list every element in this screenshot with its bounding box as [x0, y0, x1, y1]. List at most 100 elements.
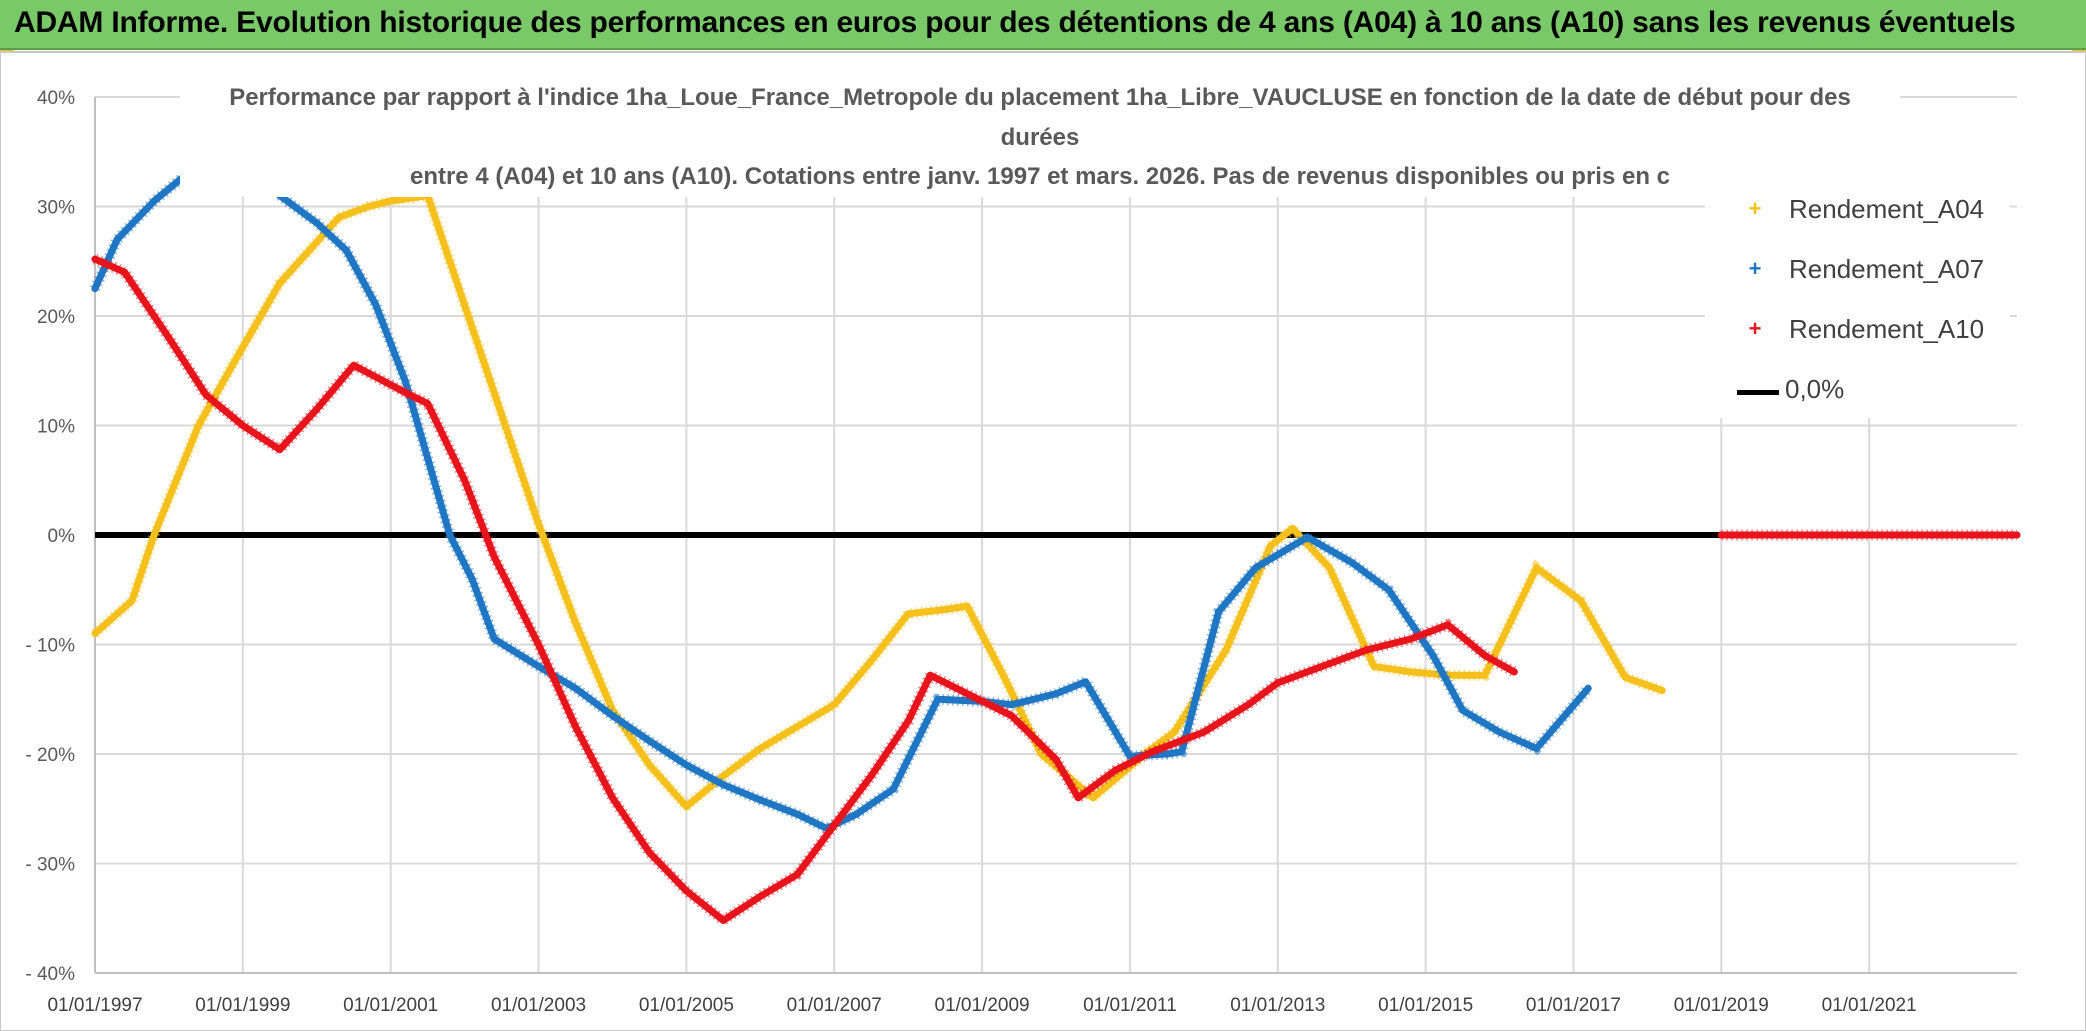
data-point [365, 203, 372, 210]
data-point [490, 635, 498, 643]
data-point [165, 334, 173, 342]
report-title: ADAM Informe. Evolution historique des p… [14, 6, 2016, 39]
data-point [1621, 673, 1629, 681]
data-point [1163, 750, 1171, 758]
data-point [793, 723, 801, 731]
data-point [1111, 766, 1119, 774]
x-tick-label: 01/01/2005 [639, 995, 734, 1016]
data-point [91, 285, 99, 293]
legend-item-a10: + Rendement_A10 [1705, 310, 2005, 350]
series-markers-rendement_a04 [91, 189, 1665, 815]
data-point [202, 391, 210, 399]
legend-marker-a04: + [1748, 196, 1762, 221]
data-point [682, 803, 690, 811]
data-point [1215, 608, 1223, 616]
legend-label-a10: Rendement_A10 [1789, 314, 1985, 344]
data-point [793, 871, 801, 878]
data-point [1303, 533, 1311, 541]
x-tick-label: 01/01/2003 [491, 995, 586, 1016]
data-point [645, 849, 653, 856]
x-tick-label: 01/01/2015 [1378, 995, 1473, 1016]
data-point [1326, 564, 1333, 572]
data-point [446, 531, 454, 539]
data-point [682, 761, 690, 769]
data-point [963, 602, 971, 610]
legend-item-a07: + Rendement_A07 [1705, 250, 2005, 290]
data-point [2013, 531, 2021, 539]
data-point [1200, 728, 1208, 736]
y-tick-label: 40% [37, 88, 75, 109]
header-banner: ADAM Informe. Evolution historique des p… [0, 0, 2086, 50]
data-point [1170, 728, 1178, 736]
data-point [830, 701, 838, 709]
data-point [195, 422, 202, 429]
data-point [609, 794, 616, 802]
y-tick-label: 30% [37, 198, 75, 219]
data-point [121, 268, 129, 276]
data-point [941, 606, 949, 613]
data-point [232, 356, 239, 364]
chart-title-line-2: durées [180, 118, 1900, 158]
data-point [113, 235, 121, 243]
data-point [313, 405, 321, 413]
data-point [1407, 635, 1415, 643]
x-axis-ticks: 01/01/1997 01/01/1999 01/01/2001 01/01/2003… [47, 995, 1916, 1016]
x-tick-label: 01/01/2011 [1083, 995, 1177, 1016]
data-point [1459, 706, 1467, 714]
data-point [490, 553, 498, 561]
data-point [1082, 678, 1090, 686]
legend-label-a04: Rendement_A04 [1789, 194, 1985, 224]
chart-legend: + Rendement_A04 + Rendement_A07 + Rendem… [1705, 178, 2010, 418]
data-point [1363, 646, 1370, 654]
data-point [1008, 701, 1016, 709]
data-point [461, 301, 469, 309]
data-point [867, 772, 875, 780]
y-tick-label: - 40% [25, 964, 75, 985]
y-tick-label: - 10% [25, 636, 75, 657]
legend-label-zero: 0,0% [1785, 374, 1845, 404]
data-point [572, 619, 579, 627]
data-point [1289, 524, 1297, 532]
data-point [350, 361, 358, 369]
data-point [904, 610, 912, 618]
data-point [535, 520, 542, 528]
data-point [1407, 668, 1415, 676]
legend-item-a04: + Rendement_A04 [1705, 190, 2005, 230]
x-tick-label: 01/01/2009 [935, 995, 1030, 1016]
data-point [91, 630, 99, 637]
data-point [609, 712, 616, 720]
data-point [372, 301, 380, 309]
data-point [1266, 542, 1274, 550]
data-point [934, 695, 942, 703]
data-point [1533, 564, 1540, 572]
data-point [963, 690, 971, 698]
data-point [461, 476, 469, 484]
data-point [926, 671, 934, 679]
data-point [756, 892, 764, 900]
series-markers-rendement_a07 [276, 191, 1593, 835]
data-point [867, 657, 875, 665]
data-point [1222, 646, 1230, 654]
data-point [1274, 679, 1282, 687]
data-point [498, 411, 506, 419]
data-point [1584, 684, 1592, 692]
data-point [128, 597, 136, 605]
data-point [1385, 586, 1393, 594]
y-tick-label: 0% [48, 526, 76, 547]
data-point [424, 454, 432, 462]
y-tick-label: 10% [37, 417, 75, 438]
data-point [719, 916, 727, 924]
data-point [1717, 531, 1725, 539]
data-point [1444, 621, 1452, 629]
data-point [150, 197, 158, 205]
data-point [682, 887, 690, 895]
data-point [276, 279, 284, 287]
data-point [150, 531, 158, 539]
data-point [1252, 564, 1260, 572]
data-point [830, 821, 838, 829]
x-tick-label: 01/01/1997 [47, 995, 142, 1016]
legend-marker-a07: + [1748, 256, 1762, 281]
data-point [756, 745, 764, 752]
x-tick-label: 01/01/2021 [1822, 995, 1917, 1016]
legend-line-zero [1737, 390, 1779, 395]
